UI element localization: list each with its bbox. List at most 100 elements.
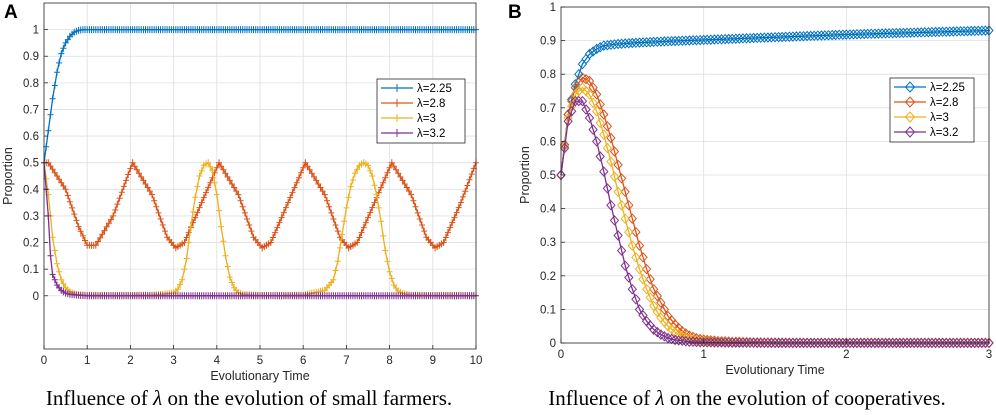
data-point — [784, 31, 794, 42]
data-point — [734, 337, 744, 348]
data-point — [684, 336, 695, 347]
data-point — [959, 25, 969, 37]
data-point — [577, 95, 588, 107]
data-point — [153, 203, 160, 211]
data-point — [699, 337, 709, 348]
data-point — [909, 337, 919, 349]
data-point — [390, 162, 397, 170]
data-point — [770, 31, 780, 43]
data-point — [339, 231, 346, 239]
data-point — [873, 28, 884, 39]
data-point — [948, 26, 958, 37]
data-point — [920, 337, 930, 349]
y-tick-label: 0.8 — [540, 69, 556, 81]
legend-label: λ=3.2 — [417, 128, 445, 140]
data-point — [123, 176, 130, 184]
data-point — [187, 223, 194, 231]
data-point — [695, 336, 705, 348]
data-point — [606, 199, 616, 211]
data-point — [627, 37, 637, 49]
data-point — [841, 29, 851, 40]
data-point — [713, 337, 723, 348]
data-point — [716, 34, 727, 45]
data-point — [345, 193, 352, 201]
data-point — [823, 29, 834, 41]
data-point — [866, 337, 876, 349]
data-point — [198, 167, 205, 175]
data-point — [209, 167, 216, 175]
data-point — [58, 50, 65, 58]
data-point — [738, 337, 748, 348]
data-point — [213, 164, 220, 172]
data-point — [181, 265, 188, 273]
data-point — [51, 247, 58, 254]
data-point — [713, 34, 723, 45]
data-point — [848, 337, 859, 349]
legend-marker — [904, 96, 916, 108]
data-point — [241, 209, 248, 217]
data-point — [681, 35, 691, 46]
data-point — [877, 337, 887, 349]
data-point — [848, 29, 859, 40]
data-point — [177, 281, 184, 288]
data-point — [645, 292, 655, 303]
data-point — [734, 33, 744, 44]
data-point — [196, 172, 203, 180]
data-point — [966, 25, 976, 37]
data-point — [702, 34, 712, 46]
data-point — [196, 204, 203, 212]
data-point — [624, 37, 634, 49]
data-point — [716, 337, 727, 348]
data-point — [809, 337, 819, 349]
data-point — [295, 174, 302, 182]
data-point — [151, 197, 158, 205]
data-point — [627, 240, 637, 251]
data-point — [606, 132, 616, 144]
data-point — [82, 237, 88, 244]
data-point — [588, 46, 598, 57]
data-point — [688, 35, 698, 46]
data-point — [702, 336, 712, 347]
data-point — [375, 204, 382, 212]
data-point — [457, 199, 464, 207]
data-point — [451, 214, 458, 222]
data-point — [373, 191, 380, 199]
data-point — [756, 337, 766, 349]
data-point — [616, 38, 627, 49]
data-point — [581, 104, 591, 115]
data-point — [200, 194, 207, 202]
y-tick-label: 0.7 — [23, 104, 39, 116]
data-point — [190, 208, 196, 216]
data-point — [246, 221, 253, 229]
data-point — [870, 337, 880, 349]
data-point — [127, 165, 134, 173]
x-tick-label: 10 — [470, 355, 483, 367]
data-point — [820, 30, 830, 41]
data-point — [809, 30, 819, 42]
legend-marker — [394, 99, 400, 107]
data-point — [934, 26, 944, 38]
data-point — [677, 35, 687, 46]
data-point — [588, 124, 598, 135]
data-point — [64, 192, 71, 199]
data-point — [930, 337, 941, 349]
data-point — [244, 215, 250, 223]
data-point — [388, 275, 395, 282]
data-point — [45, 127, 52, 135]
x-tick-label: 2 — [843, 349, 849, 361]
data-point — [706, 34, 716, 45]
data-point — [855, 28, 866, 40]
data-point — [440, 239, 447, 246]
data-point — [384, 257, 391, 265]
data-point — [73, 216, 80, 224]
data-point — [634, 304, 645, 315]
data-point — [108, 216, 114, 224]
y-tick-label: 0.3 — [540, 237, 556, 249]
data-point — [97, 234, 104, 242]
data-point — [652, 36, 662, 48]
data-point — [973, 25, 983, 37]
data-point — [795, 337, 805, 349]
data-point — [609, 146, 620, 157]
data-point — [813, 337, 823, 349]
data-point — [328, 209, 335, 217]
